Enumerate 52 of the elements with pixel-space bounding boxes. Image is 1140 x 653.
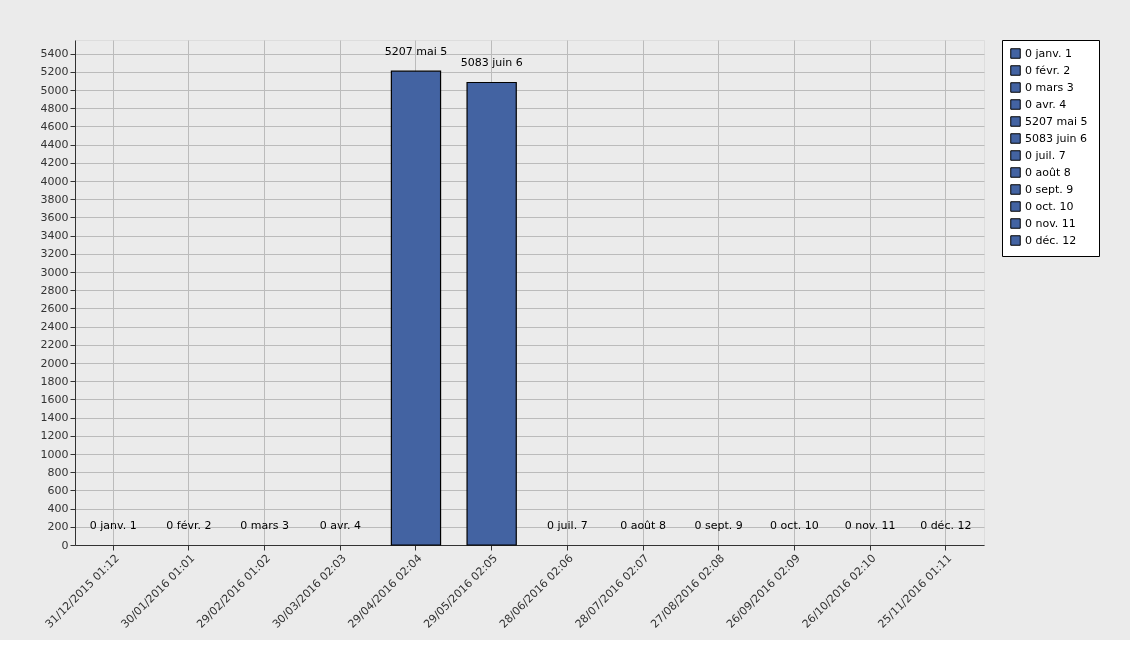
data-label: 0 avr. 4 (319, 519, 361, 532)
legend-label: 0 oct. 10 (1025, 199, 1074, 213)
data-label: 0 déc. 12 (920, 519, 972, 532)
y-tick-label: 3600 (40, 210, 69, 224)
y-tick-label: 1000 (40, 447, 69, 461)
data-label: 5207 mai 5 (384, 45, 448, 59)
y-tick-label: 4800 (40, 101, 69, 115)
data-label: 0 août 8 (620, 519, 666, 532)
legend-label: 0 févr. 2 (1025, 63, 1071, 77)
y-tick-label: 3200 (40, 247, 69, 261)
y-tick-label: 3800 (40, 192, 69, 206)
y-tick-label: 1800 (40, 374, 69, 388)
y-tick-label: 3400 (40, 229, 69, 243)
data-label: 0 janv. 1 (89, 519, 137, 532)
data-label: 5083 juin 6 (460, 56, 523, 70)
legend-label: 0 sept. 9 (1025, 182, 1074, 196)
legend-label: 0 nov. 11 (1025, 216, 1076, 230)
y-tick-label: 200 (47, 520, 69, 534)
y-tick-label: 0 (61, 538, 69, 552)
y-tick-label: 5400 (40, 47, 69, 61)
y-tick-label: 1200 (40, 429, 69, 443)
y-tick-label: 2600 (40, 301, 69, 315)
y-tick-label: 4400 (40, 138, 69, 152)
data-label: 0 mars 3 (240, 519, 289, 532)
y-tick-label: 5200 (40, 65, 69, 79)
y-tick-label: 1600 (40, 392, 69, 406)
y-tick-label: 4000 (40, 174, 69, 188)
legend-label: 5083 juin 6 (1025, 131, 1088, 145)
y-tick-label: 4600 (40, 119, 69, 133)
legend-label: 5207 mai 5 (1025, 114, 1088, 128)
data-label: 0 oct. 10 (770, 519, 819, 532)
y-tick-label: 2200 (40, 338, 69, 352)
y-tick-label: 800 (47, 465, 69, 479)
legend-label: 0 juil. 7 (1025, 148, 1066, 162)
legend-label: 0 mars 3 (1025, 80, 1074, 94)
legend-label: 0 déc. 12 (1025, 233, 1077, 247)
y-tick-label: 4200 (40, 156, 69, 170)
data-label: 0 juil. 7 (547, 519, 588, 532)
data-label: 0 nov. 11 (844, 519, 896, 532)
y-tick-label: 600 (47, 483, 69, 497)
y-tick-label: 2000 (40, 356, 69, 370)
y-tick-label: 400 (47, 502, 69, 516)
legend-label: 0 avr. 4 (1025, 97, 1067, 111)
y-tick-label: 1400 (40, 411, 69, 425)
y-tick-label: 2400 (40, 320, 69, 334)
y-tick-label: 2800 (40, 283, 69, 297)
data-label: 0 sept. 9 (694, 519, 743, 532)
data-label: 0 févr. 2 (166, 519, 212, 532)
legend-label: 0 août 8 (1025, 165, 1071, 179)
y-tick-label: 3000 (40, 265, 69, 279)
legend-label: 0 janv. 1 (1025, 46, 1072, 60)
y-tick-label: 5000 (40, 83, 69, 97)
